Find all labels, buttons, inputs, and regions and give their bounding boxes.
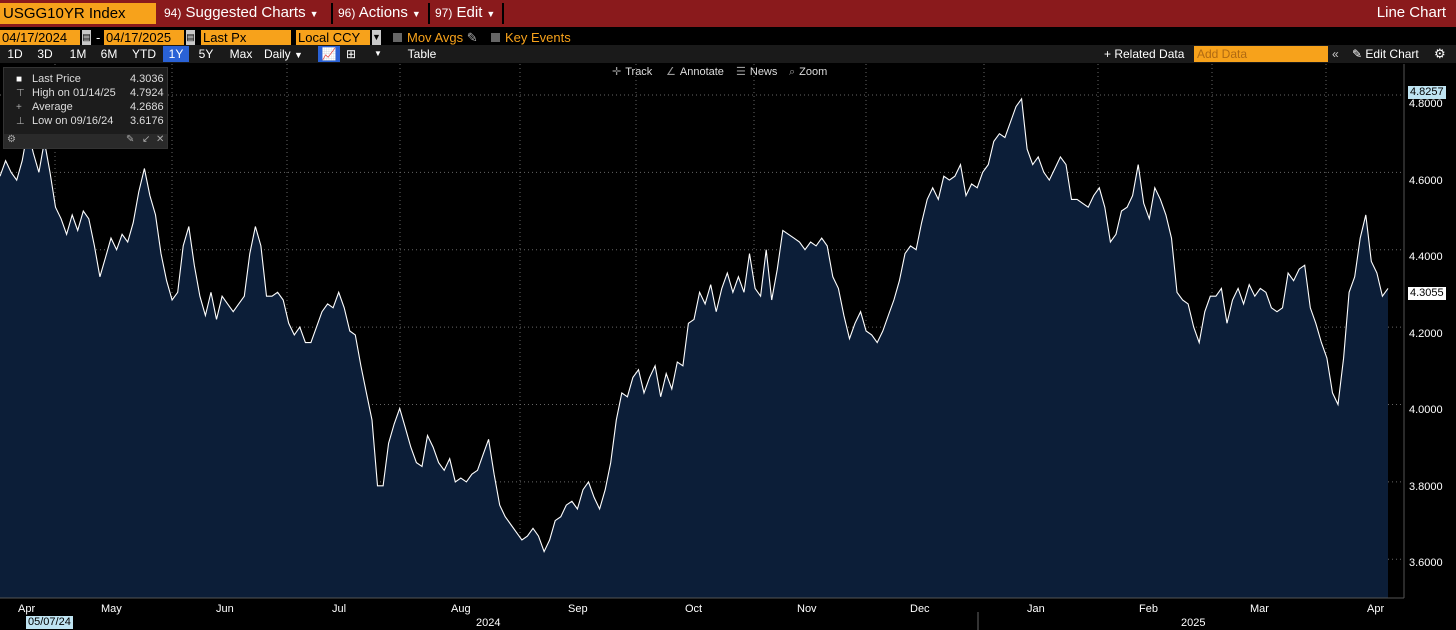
x-tick-label: Nov	[797, 603, 817, 615]
collapse-icon[interactable]: «	[1332, 47, 1339, 61]
ticker-field[interactable]: USGG10YR Index	[0, 3, 156, 24]
actions-menu[interactable]: 96) Actions ▼	[338, 4, 421, 21]
zoom-button[interactable]: ⌕ Zoom	[789, 66, 828, 78]
checkbox-icon	[393, 33, 402, 42]
y-tick-label: 4.2000	[1409, 328, 1443, 340]
line-chart-icon[interactable]: 📈	[318, 46, 340, 62]
range-1d[interactable]: 1D	[7, 47, 23, 61]
chevron-down-icon: ▼	[411, 9, 421, 19]
legend-last-price: ■ Last Price 4.3036	[16, 73, 164, 85]
average-marker-icon: +	[16, 102, 22, 113]
y-tick-label: 4.0000	[1409, 404, 1443, 416]
y-tick-label: 4.4000	[1409, 251, 1443, 263]
x-tick-label: Jul	[332, 603, 347, 615]
divider	[428, 3, 430, 24]
year-label: 2024	[476, 617, 501, 629]
pencil-icon: ✎	[466, 30, 478, 45]
calendar-icon[interactable]: ▤	[82, 30, 91, 45]
chevron-down-icon: ▼	[294, 50, 303, 60]
date-dash: -	[96, 30, 101, 45]
x-tick-label: Jun	[216, 603, 234, 615]
range-ytd[interactable]: YTD	[132, 47, 156, 61]
chevron-down-icon[interactable]: ▼	[372, 30, 381, 45]
add-data-input[interactable]	[1194, 46, 1328, 62]
edit-chart-button[interactable]: ✎ Edit Chart	[1352, 47, 1419, 61]
range-5y[interactable]: 5Y	[198, 47, 214, 61]
legend-high: ⊤ High on 01/14/25 4.7924	[16, 87, 164, 99]
y-tick-label: 4.6000	[1409, 175, 1443, 187]
mov-avgs-toggle[interactable]: Mov Avgs ✎	[393, 30, 478, 45]
field-select[interactable]: Last Px	[201, 30, 291, 45]
calendar-icon[interactable]: ▤	[186, 30, 195, 45]
chevron-down-icon: ▼	[486, 9, 496, 19]
x-start-tag: 05/07/24	[26, 616, 73, 629]
bar-style-icon[interactable]: ⊞	[345, 47, 357, 61]
y-tick-label: 3.6000	[1409, 557, 1443, 569]
legend-average: + Average 4.2686	[16, 101, 164, 113]
frequency-select[interactable]: Daily ▼	[264, 47, 303, 61]
divider	[331, 3, 333, 24]
y-tick-label: 3.8000	[1409, 481, 1443, 493]
x-tick-label: Apr	[1367, 603, 1385, 615]
x-tick-label: Jan	[1027, 603, 1045, 615]
divider	[502, 3, 504, 24]
resize-icon[interactable]: ↙	[142, 134, 151, 145]
x-tick-label: Dec	[910, 603, 930, 615]
range-toolbar	[0, 45, 1456, 63]
search-icon: ⌕	[789, 66, 796, 78]
crosshair-icon: ✛	[612, 66, 622, 78]
table-button[interactable]: Table	[407, 47, 437, 61]
close-icon[interactable]: ✕	[156, 134, 165, 145]
x-tick-label: Oct	[685, 603, 703, 615]
edit-menu[interactable]: 97) Edit ▼	[435, 4, 496, 21]
pencil-icon: ∠	[666, 66, 676, 78]
x-tick-label: Aug	[451, 603, 471, 615]
legend-box: ■ Last Price 4.3036 ⊤ High on 01/14/25 4…	[3, 67, 168, 149]
series-line	[0, 97, 1389, 554]
related-data-button[interactable]: + Related Data	[1104, 47, 1185, 61]
square-icon: ■	[16, 74, 23, 85]
range-3d[interactable]: 3D	[37, 47, 53, 61]
legend-low: ⊥ Low on 09/16/24 3.6176	[16, 115, 164, 127]
pencil-icon: ✎	[1352, 47, 1363, 61]
pin-icon[interactable]: ✎	[126, 134, 135, 145]
chevron-down-icon[interactable]: ▼	[374, 49, 382, 58]
start-date-input[interactable]: 04/17/2024	[0, 30, 80, 45]
x-tick-label: Apr	[18, 603, 36, 615]
chevron-down-icon: ▼	[309, 9, 319, 19]
range-6m[interactable]: 6M	[100, 47, 118, 61]
y-tick-label: 4.8000	[1409, 98, 1443, 110]
key-events-toggle[interactable]: Key Events	[491, 30, 571, 45]
series-area	[0, 98, 1388, 599]
high-marker-icon: ⊤	[16, 88, 25, 99]
annotate-button[interactable]: ∠ Annotate	[666, 66, 724, 78]
gear-icon[interactable]: ⚙	[1434, 46, 1446, 61]
news-icon: ☰	[736, 66, 746, 78]
title-bar: USGG10YR Index 94) Suggested Charts ▼ 96)…	[0, 0, 1456, 27]
y-top-tag: 4.8257	[1408, 86, 1446, 99]
news-button[interactable]: ☰ News	[736, 66, 778, 78]
range-1m[interactable]: 1M	[69, 47, 87, 61]
low-marker-icon: ⊥	[16, 116, 25, 127]
x-tick-label: Mar	[1250, 603, 1269, 615]
chart-type-label: Line Chart	[1376, 4, 1446, 21]
suggested-charts-menu[interactable]: 94) Suggested Charts ▼	[164, 4, 319, 21]
legend-footer: ⚙ ✎ ↙ ✕	[4, 134, 167, 148]
checkbox-icon	[491, 33, 500, 42]
gear-icon[interactable]: ⚙	[7, 134, 16, 145]
end-date-input[interactable]: 04/17/2025	[104, 30, 184, 45]
track-button[interactable]: ✛ Track	[612, 66, 653, 78]
range-max[interactable]: Max	[229, 47, 253, 61]
currency-select[interactable]: Local CCY	[296, 30, 370, 45]
x-tick-label: Sep	[568, 603, 588, 615]
x-tick-label: May	[101, 603, 122, 615]
x-tick-label: Feb	[1139, 603, 1158, 615]
y-last-tag: 4.3055	[1408, 287, 1446, 300]
year-label: 2025	[1181, 617, 1206, 629]
range-1y[interactable]: 1Y	[163, 46, 189, 62]
